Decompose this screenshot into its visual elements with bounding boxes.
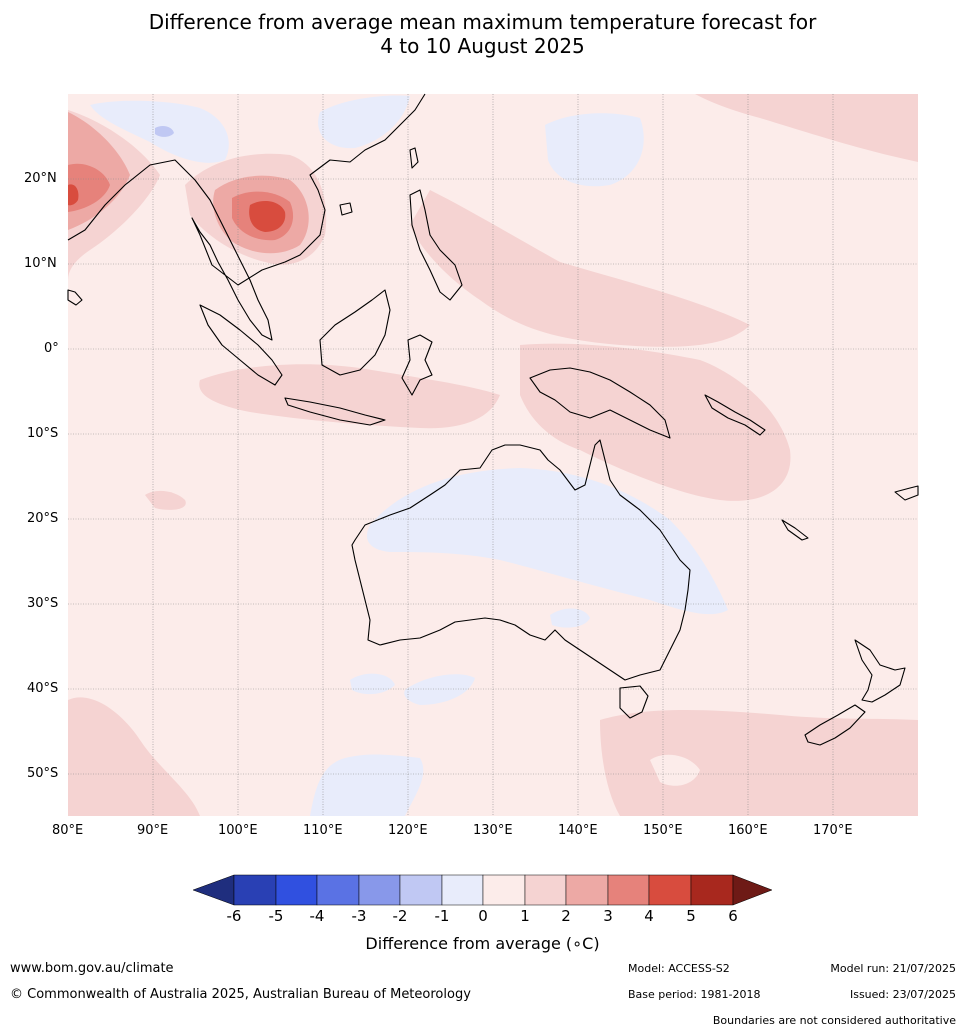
coast-new-zealand-south: [804, 704, 866, 746]
colorbar-label-neg1: -1: [434, 907, 450, 925]
anomaly-zone-india-warm: [68, 163, 110, 212]
anomaly-zone-india-hot: [68, 184, 79, 206]
colorbar-label-neg6: -6: [226, 907, 242, 925]
colorbar-bin-3: [316, 874, 360, 906]
colorbar-label-5: 5: [686, 907, 696, 925]
colorbar-extend-low: [192, 874, 235, 906]
lat-label-10n: 10°N: [24, 256, 57, 271]
footer-model: Model: ACCESS-S2: [628, 962, 730, 975]
anomaly-zone-southern-ocean-east: [600, 710, 918, 816]
lat-label-20n: 20°N: [24, 171, 57, 186]
coast-sulawesi: [401, 334, 433, 396]
lon-label-80e: 80°E: [52, 823, 84, 838]
title-line-2: 4 to 10 August 2025: [380, 34, 585, 58]
colorbar-title: Difference from average (∘C): [365, 934, 600, 953]
colorbar-bin-11: [648, 874, 692, 906]
coast-java: [284, 397, 386, 426]
footer-url[interactable]: www.bom.gov.au/climate: [10, 961, 174, 976]
lat-label-equator: 0°: [44, 341, 59, 356]
lon-label-100e: 100°E: [218, 823, 258, 838]
anomaly-zone-indochina-hot: [249, 200, 286, 232]
lon-label-150e: 150°E: [643, 823, 683, 838]
anomaly-zone-south-china-sea: [318, 95, 410, 149]
colorbar-bin-9: [565, 874, 609, 906]
lon-label-90e: 90°E: [137, 823, 169, 838]
lat-label-20s: 20°S: [27, 511, 59, 526]
anomaly-zone-southern-ocean-west: [68, 697, 200, 816]
coast-sri-lanka: [67, 289, 83, 306]
coast-mainland-asia: [67, 93, 426, 341]
coast-hainan: [339, 202, 353, 216]
footer-copyright: © Commonwealth of Australia 2025, Austra…: [10, 987, 471, 1002]
colorbar: [192, 874, 773, 906]
coast-philippines: [409, 189, 463, 301]
lat-label-10s: 10°S: [27, 426, 59, 441]
anomaly-zone-china-cool: [155, 125, 174, 137]
colorbar-label-neg3: -3: [351, 907, 367, 925]
footer-base-period: Base period: 1981-2018: [628, 988, 761, 1001]
colorbar-bin-6: [441, 874, 484, 906]
coast-australia: [351, 439, 691, 681]
map-title: Difference from average mean maximum tem…: [0, 10, 965, 58]
coast-new-zealand-north: [854, 639, 906, 703]
lon-label-130e: 130°E: [473, 823, 513, 838]
coast-new-guinea: [529, 367, 671, 439]
coastlines: [67, 93, 919, 746]
colorbar-bin-1: [233, 874, 277, 906]
colorbar-label-3: 3: [603, 907, 613, 925]
anomaly-zone-west-pacific: [410, 190, 750, 347]
coast-solomon-islands: [704, 394, 766, 436]
anomaly-zone-australia: [366, 468, 728, 615]
coast-sumatra: [199, 304, 283, 386]
coast-taiwan: [409, 147, 419, 169]
coast-borneo: [319, 289, 391, 376]
lat-label-50s: 50°S: [27, 766, 59, 781]
anomaly-zone-great-australian-bight: [404, 674, 475, 705]
colorbar-label-neg2: -2: [392, 907, 408, 925]
colorbar-bin-12: [690, 874, 734, 906]
colorbar-extend-high: [732, 874, 773, 906]
colorbar-bin-8: [524, 874, 567, 906]
lat-label-30s: 30°S: [27, 596, 59, 611]
lon-label-160e: 160°E: [728, 823, 768, 838]
colorbar-bin-7: [482, 874, 526, 906]
colorbar-label-neg4: -4: [309, 907, 325, 925]
lat-label-40s: 40°S: [27, 681, 59, 696]
anomaly-zone-southern-ocean-cool: [310, 754, 424, 816]
title-line-1: Difference from average mean maximum tem…: [148, 10, 817, 34]
colorbar-bin-5: [399, 874, 443, 906]
coast-fiji: [894, 485, 919, 501]
anomaly-zone-indian-ocean: [145, 490, 186, 510]
anomaly-contours: [68, 94, 918, 816]
colorbar-bin-10: [607, 874, 650, 906]
anomaly-zone-indonesia: [199, 364, 500, 429]
colorbar-label-4: 4: [644, 907, 654, 925]
lon-label-140e: 140°E: [558, 823, 598, 838]
colorbar-label-0: 0: [478, 907, 488, 925]
anomaly-zone-ne-pacific: [695, 94, 918, 162]
colorbar-bin-4: [358, 874, 401, 906]
colorbar-bin-2: [275, 874, 318, 906]
lon-label-110e: 110°E: [303, 823, 343, 838]
colorbar-label-neg5: -5: [268, 907, 284, 925]
anomaly-zone-tasman-south: [650, 754, 700, 786]
coast-new-caledonia: [781, 519, 809, 541]
graticule: [68, 94, 918, 816]
coast-tasmania: [619, 685, 649, 719]
footer-model-run: Model run: 21/07/2025: [830, 962, 956, 975]
colorbar-label-2: 2: [561, 907, 571, 925]
anomaly-zone-melanesia: [520, 343, 791, 501]
anomaly-zone-bass-strait: [550, 608, 590, 628]
lon-label-120e: 120°E: [388, 823, 428, 838]
colorbar-label-1: 1: [520, 907, 530, 925]
colorbar-label-6: 6: [728, 907, 738, 925]
footer-disclaimer: Boundaries are not considered authoritat…: [712, 1014, 956, 1027]
footer-issued: Issued: 23/07/2025: [849, 988, 956, 1001]
anomaly-zone-north-pacific: [545, 113, 644, 187]
lon-label-170e: 170°E: [813, 823, 853, 838]
